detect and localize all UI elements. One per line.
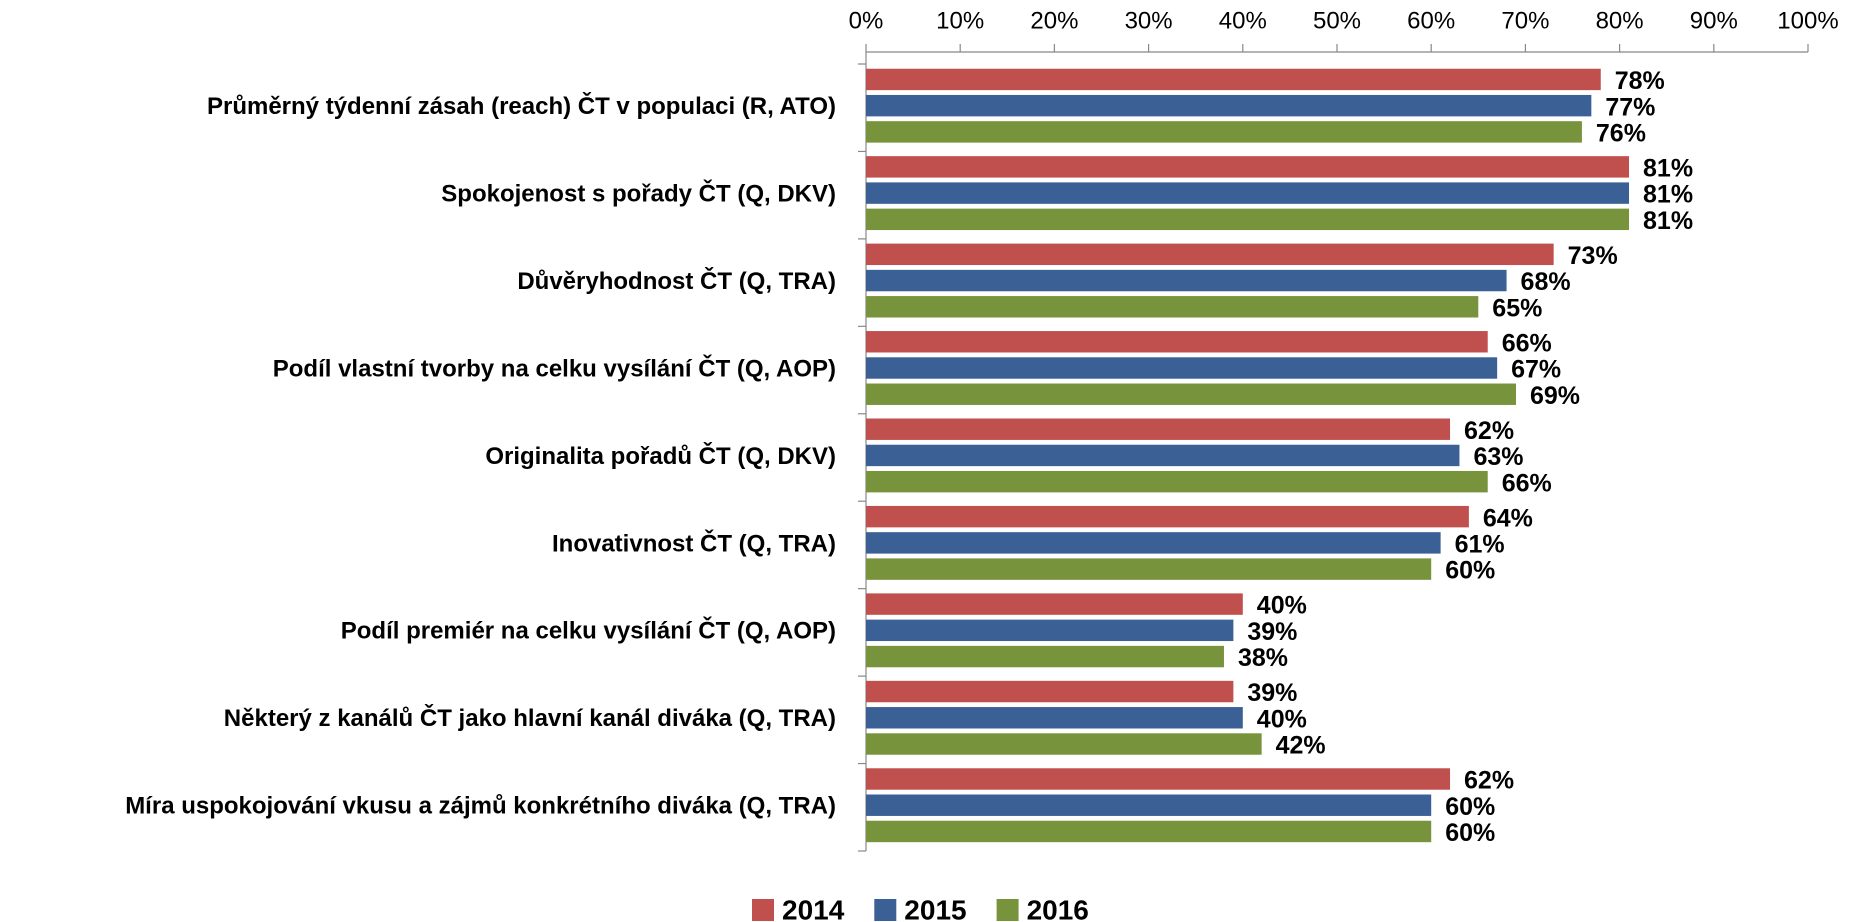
bar bbox=[866, 94, 1592, 117]
bar bbox=[866, 820, 1432, 843]
bar bbox=[866, 182, 1630, 204]
value-label: 65% bbox=[1492, 294, 1542, 322]
bar bbox=[866, 707, 1243, 729]
category-label: Míra uspokojování vkusu a zájmů konkrétn… bbox=[125, 793, 836, 820]
legend-swatch bbox=[996, 899, 1019, 921]
x-tick-label: 50% bbox=[1313, 7, 1361, 34]
value-label: 77% bbox=[1605, 93, 1655, 121]
legend-label: 2016 bbox=[1027, 894, 1089, 922]
value-label: 40% bbox=[1257, 705, 1307, 733]
value-label: 66% bbox=[1502, 329, 1552, 357]
bar bbox=[866, 296, 1479, 318]
bar bbox=[866, 156, 1630, 178]
bar bbox=[866, 593, 1243, 615]
value-label: 73% bbox=[1568, 242, 1618, 270]
legend-swatch bbox=[752, 899, 774, 921]
value-label: 40% bbox=[1257, 592, 1307, 620]
category-label: Některý z kanálů ČT jako hlavní kanál di… bbox=[224, 704, 836, 732]
value-label: 60% bbox=[1445, 557, 1495, 585]
bar bbox=[866, 733, 1262, 755]
bar bbox=[866, 532, 1441, 554]
category-label: Inovativnost ČT (Q, TRA) bbox=[552, 529, 836, 557]
category-label: Podíl premiér na celku vysílání ČT (Q, A… bbox=[341, 617, 836, 645]
bar bbox=[866, 794, 1432, 816]
x-tick-label: 20% bbox=[1030, 7, 1078, 34]
x-tick-label: 100% bbox=[1777, 7, 1838, 34]
x-tick-label: 60% bbox=[1407, 7, 1455, 34]
value-label: 63% bbox=[1473, 443, 1523, 471]
x-tick-label: 40% bbox=[1219, 7, 1267, 34]
value-label: 61% bbox=[1455, 530, 1505, 558]
category-label: Originalita pořadů ČT (Q, DKV) bbox=[485, 442, 836, 470]
value-label: 81% bbox=[1643, 154, 1693, 182]
x-tick-label: 0% bbox=[849, 7, 884, 34]
value-label: 62% bbox=[1464, 767, 1514, 795]
value-label: 60% bbox=[1445, 793, 1495, 821]
value-label: 39% bbox=[1247, 679, 1297, 707]
category-label: Průměrný týdenní zásah (reach) ČT v popu… bbox=[207, 92, 836, 120]
value-label: 62% bbox=[1464, 417, 1514, 445]
value-label: 69% bbox=[1530, 382, 1580, 410]
bar bbox=[866, 357, 1498, 379]
bar bbox=[866, 680, 1234, 703]
value-label: 81% bbox=[1643, 181, 1693, 209]
x-tick-label: 80% bbox=[1596, 7, 1644, 34]
x-tick-label: 90% bbox=[1690, 7, 1738, 34]
value-label: 42% bbox=[1276, 732, 1326, 760]
value-label: 39% bbox=[1247, 618, 1297, 646]
value-label: 38% bbox=[1238, 644, 1288, 672]
bar bbox=[866, 121, 1582, 143]
value-label: 81% bbox=[1643, 207, 1693, 235]
bar bbox=[866, 645, 1224, 668]
bar bbox=[866, 505, 1469, 528]
bar bbox=[866, 331, 1488, 353]
value-label: 67% bbox=[1511, 356, 1561, 384]
legend-label: 2014 bbox=[782, 894, 845, 922]
legend-label: 2015 bbox=[904, 894, 966, 922]
bar bbox=[866, 444, 1460, 467]
value-label: 60% bbox=[1445, 819, 1495, 847]
category-label: Podíl vlastní tvorby na celku vysílání Č… bbox=[273, 354, 836, 382]
bar bbox=[866, 619, 1234, 642]
bar bbox=[866, 768, 1451, 790]
bar bbox=[866, 418, 1451, 440]
bar bbox=[866, 470, 1488, 493]
bar bbox=[866, 68, 1601, 91]
x-tick-label: 30% bbox=[1125, 7, 1173, 34]
value-label: 76% bbox=[1596, 120, 1646, 148]
bar bbox=[866, 558, 1432, 580]
legend-swatch bbox=[874, 899, 897, 921]
value-label: 66% bbox=[1502, 469, 1552, 497]
bar bbox=[866, 383, 1516, 405]
value-label: 68% bbox=[1521, 268, 1571, 296]
category-label: Spokojenost s pořady ČT (Q, DKV) bbox=[441, 180, 836, 208]
bar bbox=[866, 208, 1630, 231]
x-tick-label: 70% bbox=[1501, 7, 1549, 34]
bar bbox=[866, 243, 1554, 266]
bar bbox=[866, 269, 1507, 292]
value-label: 78% bbox=[1615, 67, 1665, 95]
value-label: 64% bbox=[1483, 504, 1533, 532]
x-tick-label: 10% bbox=[936, 7, 984, 34]
category-label: Důvěryhodnost ČT (Q, TRA) bbox=[517, 267, 836, 295]
